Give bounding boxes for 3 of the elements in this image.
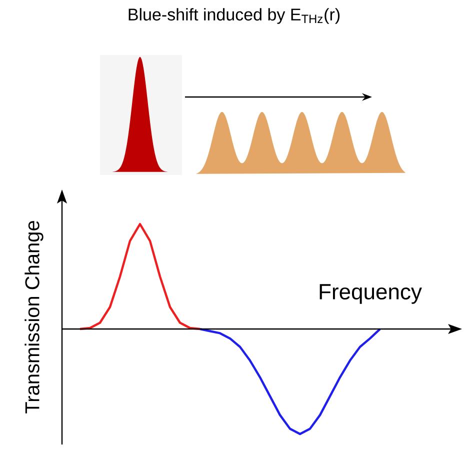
y-axis-title: Transmission Change — [24, 221, 44, 414]
chart-title: Blue-shift induced by E$_{THz}$(r) — [128, 8, 340, 24]
x-axis-title: Frequency — [320, 284, 422, 304]
